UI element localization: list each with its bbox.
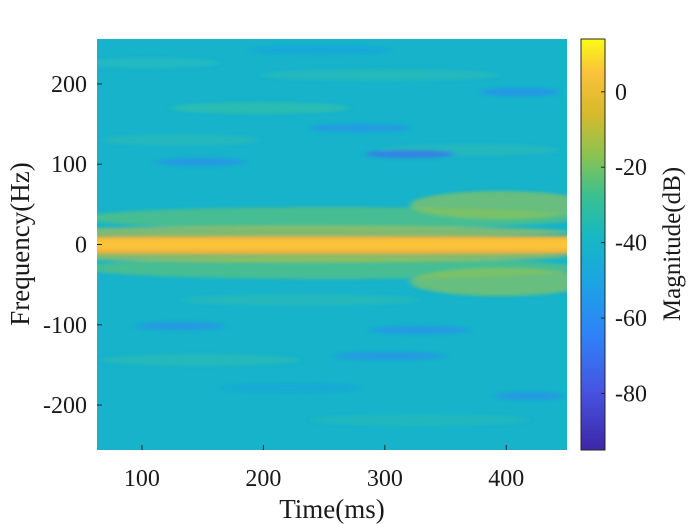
colorbar-tick-label: -40 (615, 231, 647, 257)
heatmap-streak (260, 69, 500, 81)
heatmap-streak (410, 268, 567, 296)
heatmap-streak (180, 294, 420, 306)
heatmap-streak (220, 384, 360, 392)
y-axis-ticks: -200 -100 0 100 200 (43, 72, 102, 419)
colorbar-label: Magnitude(dB) (659, 167, 686, 321)
heatmap-streak (310, 414, 530, 426)
heatmap-streak (310, 124, 410, 132)
dc-band-core (97, 240, 567, 249)
x-tick-label: 400 (488, 466, 524, 492)
heatmap-streak (335, 352, 445, 360)
x-tick-label: 200 (245, 466, 281, 492)
heatmap-streak (410, 191, 567, 219)
heatmap-streak (250, 46, 390, 54)
y-tick-label: 200 (51, 72, 87, 98)
heatmap-streak (97, 226, 567, 238)
colorbar-tick-label: -80 (615, 381, 647, 407)
heatmap-streak (170, 102, 350, 114)
colorbar-ticks: 0 -20 -40 -60 -80 (601, 80, 647, 407)
heatmap-streak (135, 322, 225, 330)
y-tick-label: 100 (51, 152, 87, 178)
y-axis-label: Frequency(Hz) (5, 162, 35, 325)
heatmap-streak (97, 58, 220, 68)
y-tick-label: -200 (43, 393, 87, 419)
heatmap-streak (155, 158, 245, 166)
x-tick-label: 100 (124, 466, 160, 492)
y-tick-label: 0 (75, 233, 87, 259)
x-axis-ticks: 100 200 300 400 (124, 445, 524, 492)
heatmap-streak (365, 150, 455, 158)
y-tick-label: -100 (43, 313, 87, 339)
x-tick-label: 300 (367, 466, 403, 492)
colorbar-tick-label: -60 (615, 306, 647, 332)
heatmap-streak (370, 326, 470, 334)
colorbar-tick-label: 0 (615, 80, 627, 106)
heatmap-streak (480, 88, 560, 96)
heatmap-texture (97, 46, 567, 426)
colorbar (580, 38, 606, 451)
heatmap-streak (495, 392, 565, 400)
heatmap-streak (100, 354, 300, 366)
colorbar-tick-label: -20 (615, 155, 647, 181)
x-axis-label: Time(ms) (279, 494, 385, 524)
heatmap-streak (100, 134, 260, 146)
heatmap-area (97, 39, 567, 450)
